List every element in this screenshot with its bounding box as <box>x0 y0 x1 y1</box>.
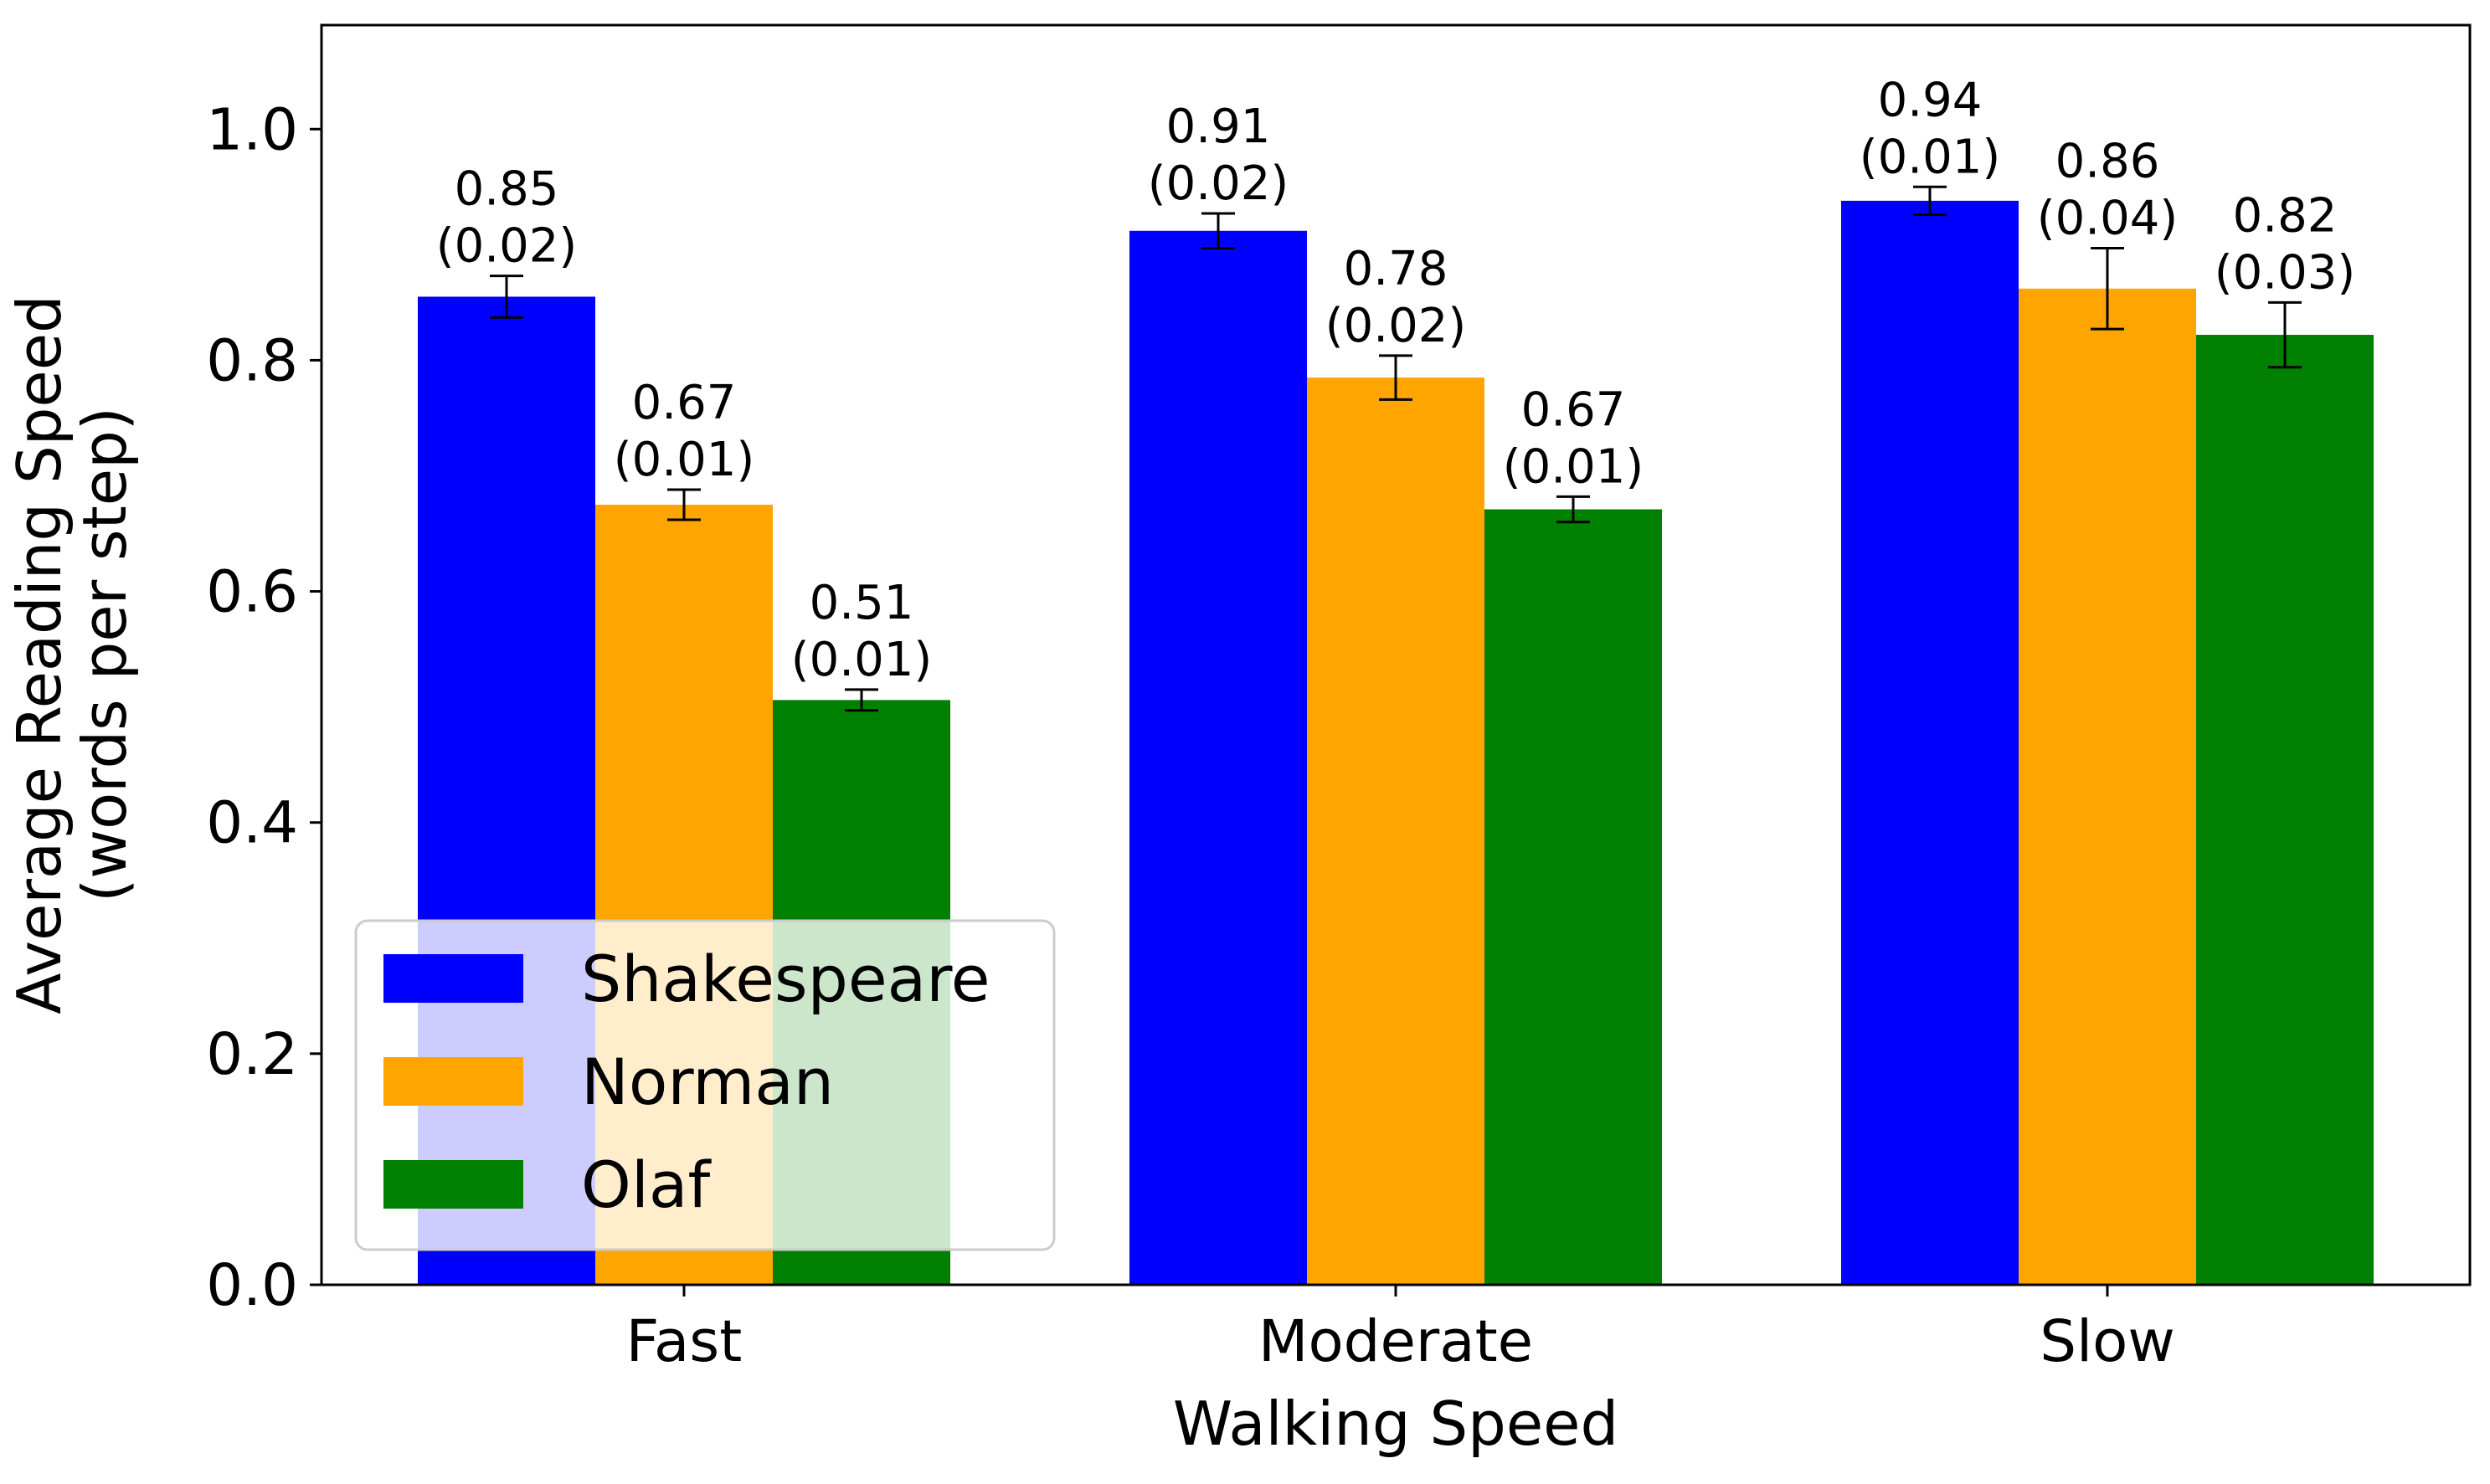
bar-value-label-olaf-moderate: 0.67 <box>1521 383 1626 437</box>
error-bars-layer <box>490 185 2302 712</box>
bar-norman-moderate <box>1307 377 1484 1286</box>
error-bar-shakespeare-fast <box>490 275 523 319</box>
bar-value-label-shakespeare-fast: 0.85 <box>455 162 559 217</box>
legend-swatch-olaf <box>383 1160 523 1209</box>
bar-shakespeare-slow <box>1841 200 2019 1285</box>
bar-stderr-label-shakespeare-moderate: (0.02) <box>1148 157 1289 211</box>
x-tick-label-fast: Fast <box>626 1308 743 1375</box>
bar-value-label-olaf-fast: 0.51 <box>810 576 914 630</box>
bar-stderr-label-norman-fast: (0.01) <box>614 433 754 487</box>
error-bar-shakespeare-moderate <box>1201 212 1235 249</box>
error-bar-norman-fast <box>667 488 701 521</box>
legend-label-olaf: Olaf <box>581 1148 713 1222</box>
bar-stderr-label-olaf-fast: (0.01) <box>791 633 932 687</box>
bar-stderr-label-norman-moderate: (0.02) <box>1325 299 1466 353</box>
bar-olaf-moderate <box>1484 509 1662 1285</box>
bar-norman-slow <box>2019 288 2196 1285</box>
error-bar-olaf-slow <box>2268 300 2302 369</box>
error-bar-shakespeare-slow <box>1913 185 1947 216</box>
error-bar-olaf-moderate <box>1556 495 1590 524</box>
error-bar-norman-slow <box>2091 246 2124 331</box>
bar-stderr-label-olaf-slow: (0.03) <box>2215 245 2355 300</box>
bar-value-label-norman-moderate: 0.78 <box>1344 242 1448 296</box>
error-bar-olaf-fast <box>845 688 878 712</box>
bar-olaf-slow <box>2196 335 2374 1286</box>
error-bar-norman-moderate <box>1379 354 1412 401</box>
legend-label-shakespeare: Shakespeare <box>581 942 990 1016</box>
y-tick-label: 0.0 <box>206 1252 298 1319</box>
bar-stderr-label-olaf-moderate: (0.01) <box>1503 439 1644 494</box>
bar-value-label-norman-slow: 0.86 <box>2055 134 2160 188</box>
bar-value-label-shakespeare-moderate: 0.91 <box>1166 100 1271 154</box>
bar-stderr-label-shakespeare-fast: (0.02) <box>436 219 577 274</box>
bar-shakespeare-moderate <box>1129 230 1307 1285</box>
y-tick-label: 0.6 <box>206 559 298 626</box>
bar-value-label-norman-fast: 0.67 <box>632 376 737 430</box>
legend-swatch-shakespeare <box>383 954 523 1003</box>
y-tick-label: 0.8 <box>206 327 298 394</box>
x-axis-label: Walking Speed <box>1173 1389 1618 1459</box>
bar-labels-layer: 0.85(0.02)0.91(0.02)0.94(0.01)0.67(0.01)… <box>436 73 2355 687</box>
x-tick-label-moderate: Moderate <box>1258 1308 1533 1375</box>
y-axis-label: Average Reading Speed <box>4 295 75 1014</box>
legend-label-norman: Norman <box>581 1045 834 1119</box>
bars-layer <box>418 200 2374 1286</box>
x-tick-label-slow: Slow <box>2040 1308 2175 1375</box>
y-axis-label-units: (words per step) <box>69 407 140 902</box>
x-axis: Fast Moderate Slow <box>626 1285 2175 1375</box>
legend-frame <box>354 919 1056 1251</box>
bar-value-label-shakespeare-slow: 0.94 <box>1878 73 1983 127</box>
bar-stderr-label-norman-slow: (0.04) <box>2037 191 2178 245</box>
legend-swatch-norman <box>383 1057 523 1106</box>
y-axis: 0.0 0.2 0.4 0.6 0.8 1.0 <box>206 96 322 1319</box>
bar-value-label-olaf-slow: 0.82 <box>2233 188 2338 243</box>
y-tick-label: 0.4 <box>206 790 298 857</box>
y-tick-label: 0.2 <box>206 1021 298 1088</box>
bar-stderr-label-shakespeare-slow: (0.01) <box>1860 130 2000 184</box>
legend: Shakespeare Norman Olaf <box>354 919 1056 1251</box>
y-tick-label: 1.0 <box>206 96 298 163</box>
